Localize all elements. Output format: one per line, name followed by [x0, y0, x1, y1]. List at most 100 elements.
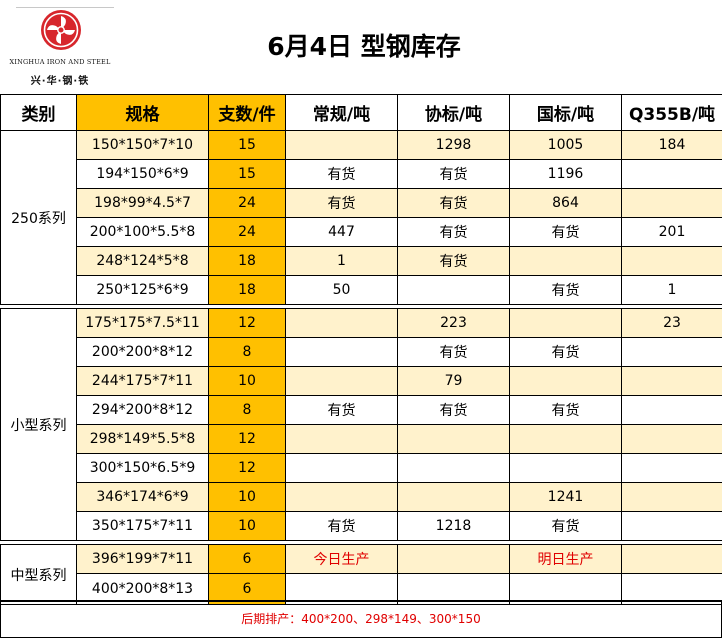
regular-cell: 447 [285, 217, 398, 247]
national-cell: 864 [509, 188, 622, 218]
national-cell: 有货 [509, 395, 622, 425]
qty-cell: 8 [208, 395, 286, 425]
regular-cell [285, 573, 398, 605]
table-row: 346*174*6*9 10 1241 [1, 482, 722, 512]
association-cell: 有货 [397, 337, 510, 367]
qty-cell: 10 [208, 366, 286, 396]
qty-cell: 12 [208, 453, 286, 483]
header-regular: 常规/吨 [285, 94, 398, 131]
spec-cell: 200*100*5.5*8 [76, 217, 209, 247]
national-cell: 1241 [509, 482, 622, 512]
association-cell [397, 275, 510, 305]
national-cell [509, 366, 622, 396]
association-cell: 有货 [397, 246, 510, 276]
spec-cell: 294*200*8*12 [76, 395, 209, 425]
national-cell: 明日生产 [509, 544, 622, 574]
table-row: 200*100*5.5*8 24 447 有货 有货 201 [1, 217, 722, 247]
spec-cell: 350*175*7*11 [76, 511, 209, 541]
top-rule [16, 7, 114, 8]
company-name-en: XINGHUA IRON AND STEEL [9, 58, 111, 66]
qty-cell: 10 [208, 511, 286, 541]
qty-cell: 18 [208, 275, 286, 305]
header-category: 类别 [0, 94, 77, 131]
q355b-cell: 1 [621, 275, 722, 305]
association-cell [397, 453, 510, 483]
spec-cell: 400*200*8*13 [76, 573, 209, 605]
qty-cell: 15 [208, 130, 286, 160]
association-cell: 有货 [397, 217, 510, 247]
q355b-cell [621, 159, 722, 189]
association-cell: 1218 [397, 511, 510, 541]
q355b-cell [621, 246, 722, 276]
spec-cell: 396*199*7*11 [76, 544, 209, 574]
regular-cell: 有货 [285, 395, 398, 425]
national-cell: 有货 [509, 511, 622, 541]
qty-cell: 18 [208, 246, 286, 276]
header-qty: 支数/件 [208, 94, 286, 131]
q355b-cell [621, 453, 722, 483]
table-row: 298*149*5.5*8 12 [1, 424, 722, 454]
association-cell: 1298 [397, 130, 510, 160]
spec-cell: 244*175*7*11 [76, 366, 209, 396]
national-cell: 有货 [509, 217, 622, 247]
q355b-cell [621, 366, 722, 396]
regular-cell [285, 453, 398, 483]
spec-cell: 175*175*7.5*11 [76, 308, 209, 338]
table-row: 250系列 150*150*7*10 15 1298 1005 184 [0, 130, 722, 305]
association-cell: 79 [397, 366, 510, 396]
regular-cell: 有货 [285, 159, 398, 189]
qty-cell: 8 [208, 337, 286, 367]
company-name-cn: 兴·华·钢·铁 [30, 76, 90, 87]
q355b-cell [621, 337, 722, 367]
table-body: 250系列 150*150*7*10 15 1298 1005 184 194*150*6*… [0, 130, 722, 605]
table-row: 200*200*8*12 8 有货 有货 [1, 337, 722, 367]
national-cell [509, 573, 622, 605]
association-cell [397, 424, 510, 454]
qty-cell: 15 [208, 159, 286, 189]
table-row: 中型系列 396*199*7*11 6 今日生产 明日生产 [0, 544, 722, 605]
regular-cell: 今日生产 [285, 544, 398, 574]
association-cell [397, 544, 510, 574]
table-row: 400*200*8*13 6 [1, 573, 722, 605]
association-cell: 有货 [397, 395, 510, 425]
spec-cell: 198*99*4.5*7 [76, 188, 209, 218]
regular-cell [285, 482, 398, 512]
national-cell [509, 246, 622, 276]
sheet-header: XINGHUA IRON AND STEEL 兴·华·钢·铁 6月4日 型钢库存 [0, 0, 722, 94]
national-cell [509, 308, 622, 338]
spec-cell: 194*150*6*9 [76, 159, 209, 189]
q355b-cell [621, 395, 722, 425]
regular-cell: 50 [285, 275, 398, 305]
regular-cell [285, 424, 398, 454]
table-row: 294*200*8*12 8 有货 有货 有货 [1, 395, 722, 425]
q355b-cell [621, 424, 722, 454]
regular-cell: 有货 [285, 511, 398, 541]
q355b-cell [621, 188, 722, 218]
national-cell [509, 424, 622, 454]
qty-cell: 24 [208, 217, 286, 247]
spec-cell: 300*150*6.5*9 [76, 453, 209, 483]
qty-cell: 24 [208, 188, 286, 218]
association-cell: 223 [397, 308, 510, 338]
association-cell [397, 573, 510, 605]
spec-cell: 346*174*6*9 [76, 482, 209, 512]
spec-cell: 250*125*6*9 [76, 275, 209, 305]
qty-cell: 6 [208, 544, 286, 574]
qty-cell: 10 [208, 482, 286, 512]
page-title: 6月4日 型钢库存 [267, 32, 461, 61]
regular-cell [285, 337, 398, 367]
category-cell: 中型系列 [0, 544, 77, 605]
header-spec: 规格 [76, 94, 209, 131]
q355b-cell: 184 [621, 130, 722, 160]
table-row: 250*125*6*9 18 50 有货 1 [1, 275, 722, 305]
table-row: 248*124*5*8 18 1 有货 [1, 246, 722, 276]
table-row: 300*150*6.5*9 12 [1, 453, 722, 483]
association-cell: 有货 [397, 159, 510, 189]
table-row: 194*150*6*9 15 有货 有货 1196 [1, 159, 722, 189]
qty-cell: 12 [208, 424, 286, 454]
national-cell: 有货 [509, 275, 622, 305]
spec-cell: 298*149*5.5*8 [76, 424, 209, 454]
header-association: 协标/吨 [397, 94, 510, 131]
q355b-cell [621, 544, 722, 574]
association-cell [397, 482, 510, 512]
